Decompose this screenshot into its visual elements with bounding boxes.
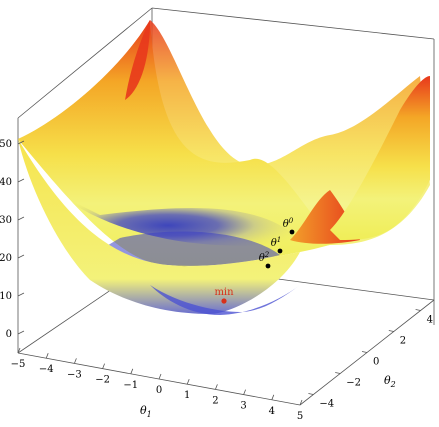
y-tick-mark [308, 393, 314, 395]
x-tick-mark [243, 389, 246, 395]
iterate-point-label-sup: 1 [277, 236, 281, 244]
y-tick-label: −4 [319, 399, 334, 410]
x-ticks: −5 −4 −3 −2 −1 0 1 2 3 4 5 [11, 347, 303, 422]
iterate-point [265, 263, 271, 269]
z-tick-label: 20 [0, 253, 12, 264]
x-tick-label: 5 [297, 411, 303, 422]
y-tick-label: −2 [346, 378, 361, 389]
iterate-point-label-main: θ [271, 238, 277, 249]
x-tick-mark [102, 363, 105, 369]
theta2-axis-title: θ2 [384, 374, 396, 389]
z-ticks: 0 10 20 30 40 50 [0, 139, 25, 340]
z-tick-label: 0 [6, 329, 12, 340]
x-tick-mark [215, 384, 218, 390]
y-tick-mark [335, 372, 341, 374]
theta1-title-sub: 1 [147, 410, 152, 419]
z-tick-mark [17, 330, 25, 335]
z-tick-mark [17, 178, 25, 183]
y-tick-label: 4 [427, 315, 433, 326]
x-tick-label: 0 [156, 385, 162, 396]
x-tick-label: −4 [39, 364, 54, 375]
y-ticks: −4 −2 0 2 4 [308, 309, 433, 410]
x-tick-label: 1 [184, 390, 190, 401]
x-tick-label: 2 [212, 395, 218, 406]
theta1-title-main: θ [140, 404, 147, 417]
iterate-point-label: θ0 [283, 217, 294, 230]
x-tick-mark [299, 399, 303, 406]
iterate-point [277, 248, 283, 254]
x-tick-label: −3 [67, 369, 82, 380]
z-tick-label: 40 [0, 177, 12, 188]
iterate-point-label: θ1 [271, 236, 282, 249]
x-tick-mark [74, 358, 77, 364]
z-tick-label: 10 [0, 291, 12, 302]
theta1-axis-title: θ1 [140, 404, 152, 419]
theta1-axis: −5 −4 −3 −2 −1 0 1 2 3 4 5 θ1 [11, 347, 303, 422]
theta2-title-main: θ [384, 374, 391, 387]
y-tick-mark [361, 351, 368, 353]
x-tick-mark [17, 347, 21, 354]
y-tick-mark [388, 330, 394, 332]
z-tick-mark [17, 292, 25, 297]
x-tick-label: −1 [123, 380, 138, 391]
iterate-point-label-main: θ [259, 253, 265, 264]
x-tick-mark [45, 353, 49, 359]
x-tick-mark [186, 379, 190, 385]
x-tick-mark [158, 373, 162, 380]
z-tick-label: 50 [0, 139, 12, 150]
z-tick-mark [17, 140, 25, 145]
x-tick-label: −2 [95, 375, 110, 386]
min-point-label: min [214, 287, 234, 298]
z-tick-label: 30 [0, 215, 12, 226]
iterate-point [289, 229, 295, 235]
y-tick-label: 0 [373, 357, 379, 368]
y-tick-mark [415, 309, 421, 311]
x-tick-label: −5 [11, 359, 26, 370]
y-tick-label: 2 [400, 336, 406, 347]
iterate-point-label-main: θ [283, 219, 289, 230]
theta2-title-sub: 2 [390, 380, 396, 389]
iterate-point-label-sup: 2 [264, 251, 270, 259]
x-tick-label: 4 [269, 406, 275, 417]
z-tick-mark [17, 254, 25, 259]
x-tick-mark [271, 394, 275, 400]
iterate-point-label-sup: 0 [289, 217, 294, 225]
z-tick-mark [17, 216, 25, 221]
paraboloid-surface [18, 20, 430, 315]
x-tick-mark [130, 368, 134, 374]
z-axis: 0 10 20 30 40 50 [0, 139, 25, 340]
iterate-point-label: θ2 [259, 251, 270, 264]
min-point [221, 298, 227, 304]
x-tick-label: 3 [240, 401, 246, 412]
